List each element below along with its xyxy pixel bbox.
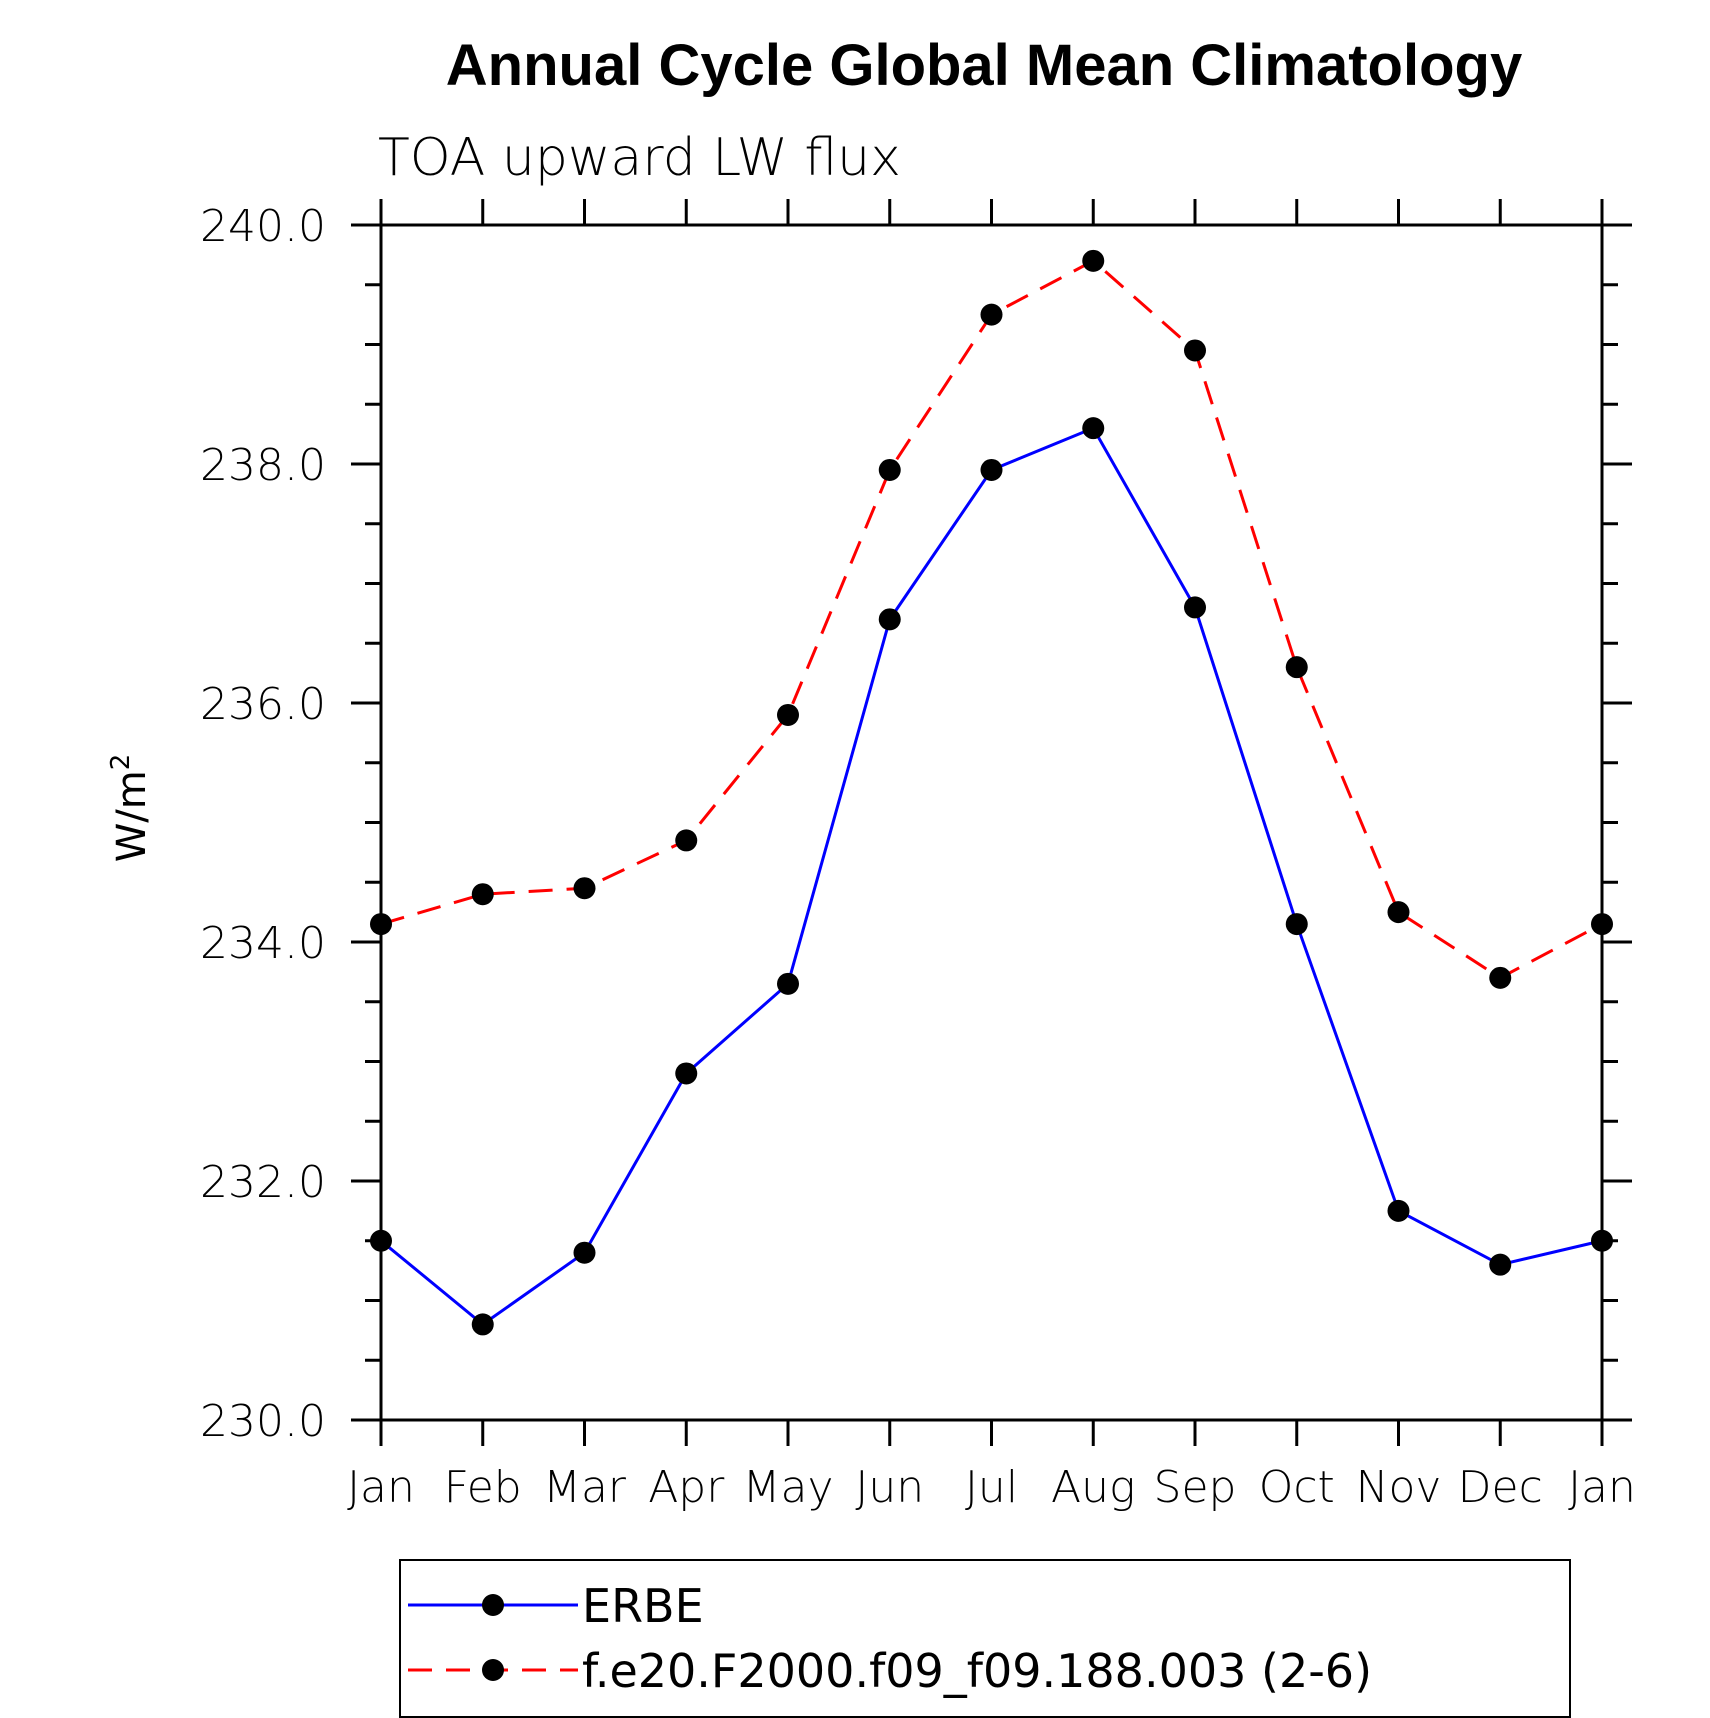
series-1-point (1184, 596, 1206, 619)
x-tick-label: Dec (1458, 1462, 1543, 1513)
series-1-point (1387, 1199, 1410, 1222)
x-tick-label: Apr (648, 1462, 725, 1513)
x-tick-label: Jun (855, 1462, 924, 1513)
y-axis-label-superscript: 2 (106, 754, 136, 771)
series-1-point (777, 972, 799, 995)
series-2-point (573, 877, 596, 900)
series-1-point (1489, 1253, 1512, 1276)
svg-text:W/m2: W/m2 (106, 754, 155, 863)
legend-box (399, 1559, 1571, 1718)
series-2-point (980, 303, 1003, 326)
series-1-point (878, 608, 901, 631)
series-2-point (777, 703, 799, 726)
y-tick-label: 240.0 (200, 201, 326, 252)
y-tick-label: 234.0 (200, 918, 326, 969)
legend-label-2: f.e20.F2000.f09_f09.188.003 (2-6) (582, 1644, 1372, 1698)
y-axis-label: W/m2 (106, 754, 155, 863)
series-2-point (1489, 966, 1512, 989)
x-tick-label: Jan (1568, 1462, 1636, 1513)
series-1-point (1285, 913, 1308, 936)
x-tick-label: Jan (347, 1462, 415, 1513)
series-2-point (370, 913, 392, 936)
legend-marker-2 (482, 1659, 504, 1681)
series-1-point (1082, 417, 1105, 440)
series-2-point (1184, 339, 1206, 362)
series-line-1 (380, 426, 1603, 1327)
x-tick-label: Mar (543, 1462, 627, 1513)
series-1-point (980, 458, 1003, 481)
x-tick-label: Oct (1259, 1462, 1335, 1513)
series-2-point (1387, 901, 1410, 924)
series-2-point (1591, 913, 1613, 936)
series-1-point (1591, 1229, 1613, 1252)
series-line-2 (380, 259, 1603, 980)
chart-subtitle: TOA upward LW flux (378, 128, 901, 188)
x-tick-label: Jul (965, 1462, 1018, 1513)
y-tick-label: 232.0 (200, 1157, 326, 1208)
chart-title: Annual Cycle Global Mean Climatology (446, 33, 1522, 98)
legend-label-1: ERBE (582, 1579, 704, 1633)
x-tick-label: May (743, 1462, 834, 1513)
x-tick-label: Feb (444, 1462, 522, 1513)
plot-frame (379, 223, 1604, 1422)
series-1-point (675, 1062, 698, 1085)
x-tick-label: Nov (1356, 1462, 1442, 1513)
series-2-point (1285, 656, 1308, 679)
y-tick-label: 236.0 (200, 679, 326, 730)
x-tick-label: Sep (1154, 1462, 1237, 1513)
series-2-point (1082, 249, 1105, 272)
series-1-point (370, 1229, 392, 1252)
y-axis-label-text: W/m (109, 770, 155, 862)
series-1-point (471, 1313, 494, 1336)
legend-marker-1 (482, 1594, 504, 1616)
series-2-point (675, 829, 698, 852)
series-1-point (573, 1241, 596, 1264)
x-tick-label: Aug (1051, 1462, 1135, 1513)
y-tick-label: 238.0 (200, 440, 326, 491)
series-2-point (471, 883, 494, 906)
y-tick-label: 230.0 (200, 1396, 326, 1447)
series-2-point (878, 458, 901, 481)
